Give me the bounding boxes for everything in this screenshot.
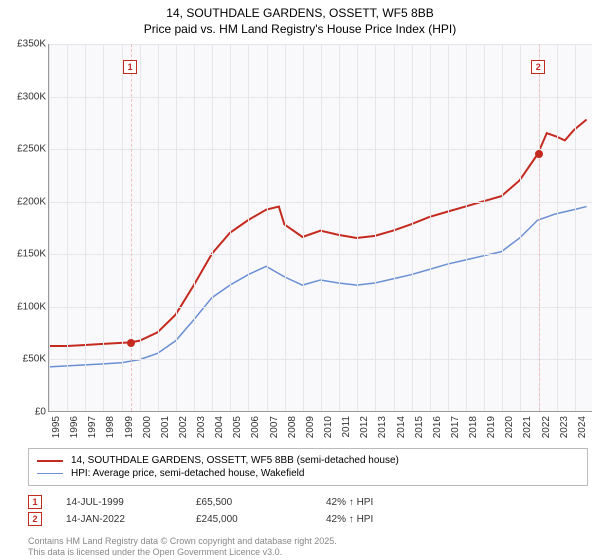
marker-badge: 2	[531, 60, 545, 74]
x-axis-tick-label: 2002	[178, 416, 189, 438]
legend-label: HPI: Average price, semi-detached house,…	[71, 468, 304, 479]
gridline-vertical	[412, 44, 413, 411]
marker-line	[539, 44, 540, 411]
x-axis-tick-label: 2010	[323, 416, 334, 438]
transaction-row: 1 14-JUL-1999£65,50042% ↑ HPI	[28, 495, 456, 509]
gridline-vertical	[230, 44, 231, 411]
gridline-vertical	[267, 44, 268, 411]
legend-swatch	[37, 473, 63, 474]
gridline-vertical	[357, 44, 358, 411]
gridline-vertical	[303, 44, 304, 411]
gridline-vertical	[176, 44, 177, 411]
transaction-marker-badge: 1	[28, 495, 42, 509]
legend: 14, SOUTHDALE GARDENS, OSSETT, WF5 8BB (…	[28, 448, 588, 486]
y-axis-tick-label: £300K	[17, 91, 46, 102]
x-axis-tick-label: 2005	[232, 416, 243, 438]
marker-badge: 1	[123, 60, 137, 74]
title-line1: 14, SOUTHDALE GARDENS, OSSETT, WF5 8BB	[0, 6, 600, 22]
y-axis-tick-label: £150K	[17, 249, 46, 260]
gridline-vertical	[394, 44, 395, 411]
gridline-vertical	[321, 44, 322, 411]
gridline-vertical	[122, 44, 123, 411]
license-text: Contains HM Land Registry data © Crown c…	[28, 536, 337, 558]
gridline-vertical	[339, 44, 340, 411]
transaction-date: 14-JAN-2022	[66, 514, 196, 525]
x-axis-tick-label: 2007	[269, 416, 280, 438]
x-axis-tick-label: 2004	[214, 416, 225, 438]
gridline-vertical	[212, 44, 213, 411]
x-axis-tick-label: 2014	[396, 416, 407, 438]
gridline-vertical	[520, 44, 521, 411]
gridline-vertical	[85, 44, 86, 411]
license-line1: Contains HM Land Registry data © Crown c…	[28, 536, 337, 547]
gridline-vertical	[502, 44, 503, 411]
legend-label: 14, SOUTHDALE GARDENS, OSSETT, WF5 8BB (…	[71, 455, 399, 466]
license-line2: This data is licensed under the Open Gov…	[28, 547, 337, 558]
transaction-table: 1 14-JUL-1999£65,50042% ↑ HPI 2 14-JAN-2022…	[28, 492, 456, 529]
transaction-price: £65,500	[196, 497, 326, 508]
gridline-vertical	[466, 44, 467, 411]
y-axis-tick-label: £100K	[17, 301, 46, 312]
x-axis-tick-label: 2017	[450, 416, 461, 438]
x-axis-tick-label: 2015	[414, 416, 425, 438]
x-axis-tick-label: 2019	[486, 416, 497, 438]
y-axis-tick-label: £350K	[17, 39, 46, 50]
x-axis-tick-label: 2008	[287, 416, 298, 438]
legend-item: HPI: Average price, semi-detached house,…	[37, 468, 579, 479]
gridline-vertical	[158, 44, 159, 411]
gridline-vertical	[248, 44, 249, 411]
marker-point	[127, 339, 135, 347]
transaction-delta: 42% ↑ HPI	[326, 497, 456, 508]
gridline-vertical	[557, 44, 558, 411]
transaction-row: 2 14-JAN-2022£245,00042% ↑ HPI	[28, 512, 456, 526]
x-axis-tick-label: 2000	[142, 416, 153, 438]
y-axis-tick-label: £0	[35, 407, 46, 418]
chart-title: 14, SOUTHDALE GARDENS, OSSETT, WF5 8BB P…	[0, 0, 600, 37]
x-axis-tick-label: 1998	[105, 416, 116, 438]
gridline-vertical	[103, 44, 104, 411]
x-axis-tick-label: 2006	[250, 416, 261, 438]
series-line-property	[49, 119, 587, 345]
title-line2: Price paid vs. HM Land Registry's House …	[0, 22, 600, 38]
y-axis-tick-label: £50K	[23, 354, 46, 365]
y-axis-tick-label: £250K	[17, 144, 46, 155]
marker-line	[131, 44, 132, 411]
x-axis-tick-label: 2021	[522, 416, 533, 438]
x-axis-tick-label: 2022	[541, 416, 552, 438]
gridline-vertical	[194, 44, 195, 411]
x-axis-tick-label: 1999	[124, 416, 135, 438]
gridline-vertical	[448, 44, 449, 411]
y-axis-tick-label: £200K	[17, 196, 46, 207]
marker-point	[535, 150, 543, 158]
gridline-vertical	[575, 44, 576, 411]
transaction-marker-badge: 2	[28, 512, 42, 526]
gridline-vertical	[67, 44, 68, 411]
x-axis-tick-label: 2009	[305, 416, 316, 438]
x-axis-tick-label: 2001	[160, 416, 171, 438]
gridline-vertical	[140, 44, 141, 411]
transaction-date: 14-JUL-1999	[66, 497, 196, 508]
x-axis-tick-label: 2024	[577, 416, 588, 438]
x-axis-tick-label: 2003	[196, 416, 207, 438]
x-axis-tick-label: 2016	[432, 416, 443, 438]
transaction-delta: 42% ↑ HPI	[326, 514, 456, 525]
x-axis-tick-label: 2013	[377, 416, 388, 438]
x-axis-tick-label: 2020	[504, 416, 515, 438]
x-axis-tick-label: 2018	[468, 416, 479, 438]
transaction-price: £245,000	[196, 514, 326, 525]
gridline-vertical	[285, 44, 286, 411]
chart-plot-area	[48, 44, 592, 412]
x-axis-tick-label: 2012	[359, 416, 370, 438]
legend-item: 14, SOUTHDALE GARDENS, OSSETT, WF5 8BB (…	[37, 455, 579, 466]
x-axis-tick-label: 1997	[87, 416, 98, 438]
gridline-vertical	[430, 44, 431, 411]
x-axis-tick-label: 1995	[51, 416, 62, 438]
x-axis-tick-label: 2023	[559, 416, 570, 438]
legend-swatch	[37, 460, 63, 462]
gridline-vertical	[484, 44, 485, 411]
x-axis-tick-label: 2011	[341, 416, 352, 438]
gridline-vertical	[49, 44, 50, 411]
x-axis-tick-label: 1996	[69, 416, 80, 438]
gridline-vertical	[375, 44, 376, 411]
